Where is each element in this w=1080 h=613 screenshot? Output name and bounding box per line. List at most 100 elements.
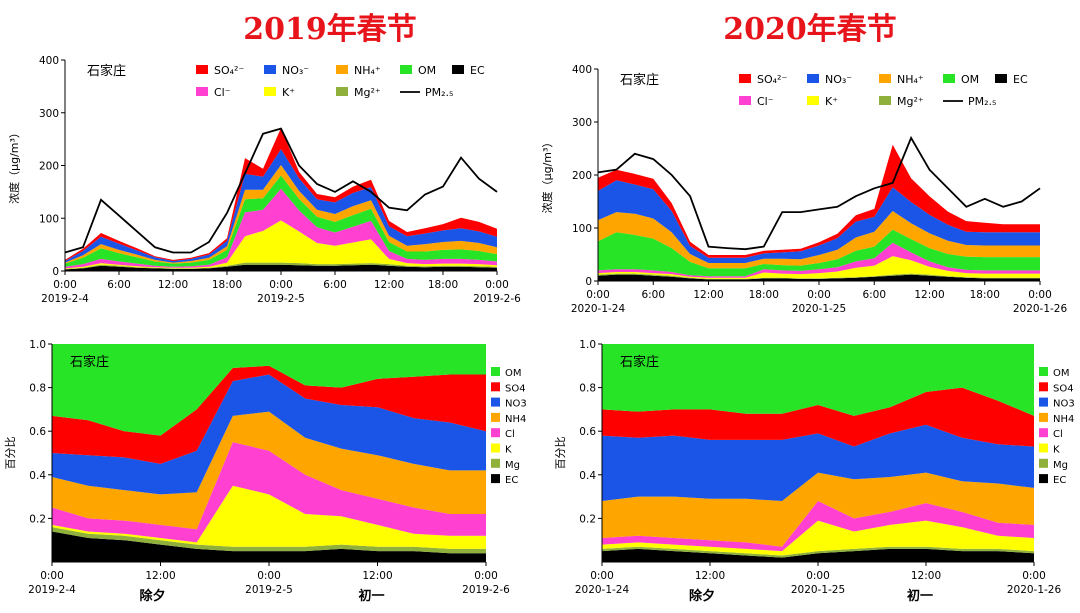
x-tick-label: 0:00 xyxy=(257,570,281,582)
legend-label-so4: SO₄²⁻ xyxy=(757,73,787,86)
x-tick-label: 0:00 xyxy=(586,289,610,301)
x-date-label: 2020-1-24 xyxy=(571,303,626,315)
x-date-label: 2019-2-6 xyxy=(473,293,521,305)
x-tick-label: 0:00 xyxy=(1022,570,1046,582)
legend-swatch-no3 xyxy=(1039,397,1048,407)
y-tick-label: 0 xyxy=(52,266,59,278)
area-k xyxy=(598,256,1040,279)
note-day1: 初一 xyxy=(907,588,933,604)
area-om xyxy=(65,175,497,267)
x-date-label: 2019-2-4 xyxy=(28,584,76,596)
legend-swatch-nh4 xyxy=(336,65,348,74)
y-tick-label: 0.2 xyxy=(579,513,596,525)
legend-swatch-ec xyxy=(491,474,500,484)
x-tick-label: 6:00 xyxy=(323,279,347,291)
x-date-label: 2019-2-5 xyxy=(257,293,305,305)
legend-label-mg: Mg²⁺ xyxy=(354,86,381,99)
area-om xyxy=(52,344,486,436)
legend-label-om: OM xyxy=(418,64,436,77)
legend-swatch-so4 xyxy=(739,74,751,83)
x-tick-label: 0:00 xyxy=(269,279,293,291)
legend-swatch-mg xyxy=(1039,458,1048,468)
legend-label-cl: Cl xyxy=(505,429,515,440)
x-date-label: 2020-1-25 xyxy=(792,303,846,315)
charts-group: 0 100 200 300 400 0:00 6:00 12:00 18:00 0:00 6:00 1… xyxy=(4,55,1075,604)
x-tick-label: 6:00 xyxy=(862,289,886,301)
y-tick-label: 0.2 xyxy=(29,513,46,525)
chart-1: 0 100 200 300 400 0:00 6:00 12:00 18:00 0:00 6:00 1… xyxy=(7,55,521,305)
legend-label-nh4: NH4 xyxy=(1053,414,1074,425)
legend-swatch-ec xyxy=(995,74,1007,83)
x-date-label: 2020-1-26 xyxy=(1013,303,1068,315)
x-tick-label: 0:00 xyxy=(40,570,64,582)
y-axis-label: 浓度（μg/m³） xyxy=(540,137,554,214)
area-mg xyxy=(65,262,497,270)
x-tick-label: 0:00 xyxy=(474,570,498,582)
area-k xyxy=(602,520,1034,556)
legend-label-om: OM xyxy=(1053,368,1070,379)
y-tick-label: 100 xyxy=(39,213,59,225)
legend-label-k: K xyxy=(1053,445,1060,456)
x-tick-label: 0:00 xyxy=(485,279,509,291)
legend-swatch-so4 xyxy=(1039,382,1048,392)
x-date-label: 2020-1-24 xyxy=(575,584,630,596)
legend-swatch-cl xyxy=(491,428,500,438)
legend-label-no3: NO₃⁻ xyxy=(825,73,852,86)
y-tick-label: 1.0 xyxy=(579,339,596,351)
city-label: 石家庄 xyxy=(70,354,109,370)
legend-label-no3: NO₃⁻ xyxy=(282,64,309,77)
legend-label-so4: SO4 xyxy=(1053,383,1074,394)
x-tick-label: 12:00 xyxy=(914,289,944,301)
legend-label-pm25: PM₂.₅ xyxy=(425,86,453,99)
area-no3 xyxy=(52,374,486,495)
legend-swatch-no3 xyxy=(807,74,819,83)
legend-swatch-ec xyxy=(1039,474,1048,484)
x-tick-label: 12:00 xyxy=(911,570,941,582)
y-tick-label: 0 xyxy=(585,276,592,288)
city-label: 石家庄 xyxy=(620,354,659,370)
y-tick-label: 100 xyxy=(572,223,592,235)
legend-label-k: K⁺ xyxy=(282,86,295,99)
x-tick-label: 18:00 xyxy=(749,289,779,301)
legend-swatch-nh4 xyxy=(879,74,891,83)
x-tick-label: 18:00 xyxy=(428,279,458,291)
legend-swatch-mg xyxy=(879,96,891,105)
y-tick-label: 0.6 xyxy=(29,426,46,438)
area-ec xyxy=(52,531,486,562)
legend-label-mg: Mg²⁺ xyxy=(897,95,924,108)
title-2019: 2019年春节 xyxy=(243,12,417,47)
x-tick-label: 0:00 xyxy=(1028,289,1052,301)
legend-swatch-ec xyxy=(452,65,464,74)
legend-swatch-k xyxy=(807,96,819,105)
legend-label-no3: NO3 xyxy=(505,399,527,410)
legend-swatch-k xyxy=(1039,443,1048,453)
legend-label-cl: Cl⁻ xyxy=(757,95,774,108)
legend-swatch-mg xyxy=(336,87,348,96)
y-tick-label: 400 xyxy=(39,55,59,67)
x-tick-label: 18:00 xyxy=(970,289,1000,301)
legend-swatch-om xyxy=(943,74,955,83)
legend-label-so4: SO₄²⁻ xyxy=(214,64,244,77)
x-tick-label: 0:00 xyxy=(53,279,77,291)
x-tick-label: 0:00 xyxy=(590,570,614,582)
legend-label-om: OM xyxy=(961,73,979,86)
legend-label-cl: Cl xyxy=(1053,429,1063,440)
legend-label-ec: EC xyxy=(470,64,485,77)
legend-swatch-cl xyxy=(196,87,208,96)
x-tick-label: 12:00 xyxy=(695,570,725,582)
title-2020: 2020年春节 xyxy=(723,12,897,47)
chart-2: 0 100 200 300 400 0:00 6:00 12:00 18:00 0:00 6:00 1… xyxy=(540,64,1067,315)
y-tick-label: 200 xyxy=(572,170,592,182)
y-tick-label: 0.4 xyxy=(579,470,596,482)
legend-swatch-k xyxy=(264,87,276,96)
y-tick-label: 0.8 xyxy=(579,383,596,395)
area-mg xyxy=(52,527,486,554)
pm25-line xyxy=(597,135,1041,251)
area-no3 xyxy=(65,149,497,263)
y-tick-label: 400 xyxy=(572,64,592,76)
pm25-line xyxy=(64,127,498,254)
area-ec xyxy=(65,264,497,271)
note-day1: 初一 xyxy=(358,588,384,604)
area-so4 xyxy=(52,365,486,464)
y-tick-label: 0.4 xyxy=(29,470,46,482)
